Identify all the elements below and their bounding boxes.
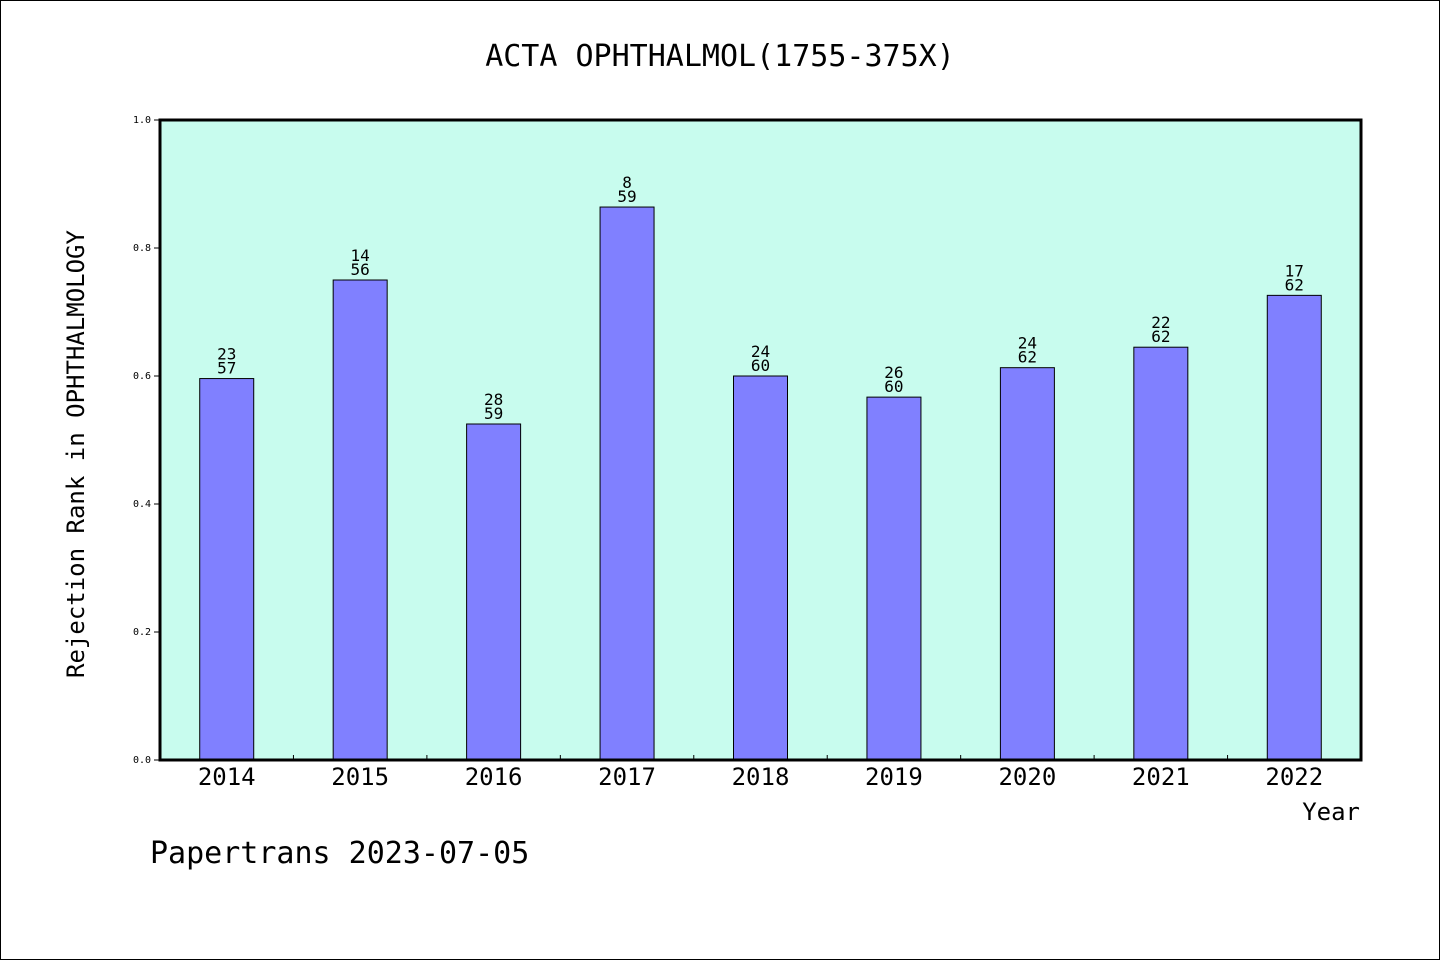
y-tick-label: 0.8 (133, 243, 151, 254)
x-tick-label: 2021 (1132, 763, 1190, 791)
bar-label-total: 56 (351, 260, 370, 279)
bar-2014 (199, 378, 255, 761)
bar-label-total: 62 (1018, 348, 1037, 367)
bar-label-rank: 26 (884, 363, 903, 382)
y-tick-label: 0.6 (133, 371, 151, 382)
x-tick-label: 2014 (198, 763, 256, 791)
bar-label-rank: 22 (1151, 313, 1170, 332)
bar-label-rank: 8 (622, 173, 632, 192)
y-axis-ticks: 0.0 0.2 0.4 0.6 0.8 1.0 (133, 115, 160, 766)
plot-border (158, 118, 1363, 762)
bar-label-rank: 24 (751, 342, 770, 361)
bar-label-rank: 23 (217, 345, 236, 364)
x-tick-label: 2017 (598, 763, 656, 791)
x-tick-label: 2019 (865, 763, 923, 791)
bar-label-rank: 28 (484, 390, 503, 409)
bar-2015 (332, 279, 388, 761)
bar-label-total: 60 (884, 377, 903, 396)
x-axis-label: Year (1302, 798, 1360, 826)
bar-label-rank: 14 (351, 246, 370, 265)
y-tick-label: 0.2 (133, 627, 151, 638)
x-tick-label: 2018 (732, 763, 790, 791)
bar-2017 (599, 206, 655, 761)
bar-series (199, 206, 1322, 761)
bar-2018 (733, 375, 788, 761)
chart-title: ACTA OPHTHALMOL(1755-375X) (485, 39, 955, 74)
bar-label-total: 57 (217, 359, 236, 378)
x-tick-label: 2016 (465, 763, 523, 791)
footer-text: Papertrans 2023-07-05 (150, 836, 529, 871)
bar-2016 (466, 423, 522, 761)
x-tick-label: 2015 (331, 763, 389, 791)
bar-2019 (866, 396, 922, 761)
x-axis-ticks: 2014 2015 2016 2017 2018 2019 2020 2021 2022 (198, 755, 1323, 791)
bar-label-total: 62 (1285, 275, 1304, 294)
bar-label-rank: 17 (1285, 261, 1304, 280)
bar-2022 (1266, 294, 1322, 761)
bar-label-total: 62 (1151, 327, 1170, 346)
x-tick-label: 2022 (1265, 763, 1323, 791)
bar-2021 (1133, 346, 1189, 761)
bar-label-rank: 24 (1018, 334, 1037, 353)
bar-2020 (999, 367, 1055, 761)
x-tick-label: 2020 (998, 763, 1056, 791)
bar-label-total: 59 (484, 404, 503, 423)
y-tick-label: 0.4 (133, 499, 151, 510)
y-tick-label: 1.0 (133, 115, 151, 126)
bar-label-total: 59 (617, 187, 636, 206)
bar-label-total: 60 (751, 356, 770, 375)
y-tick-label: 0.0 (133, 755, 151, 766)
y-axis-label: Rejection Rank in OPHTHALMOLOGY (62, 229, 90, 677)
